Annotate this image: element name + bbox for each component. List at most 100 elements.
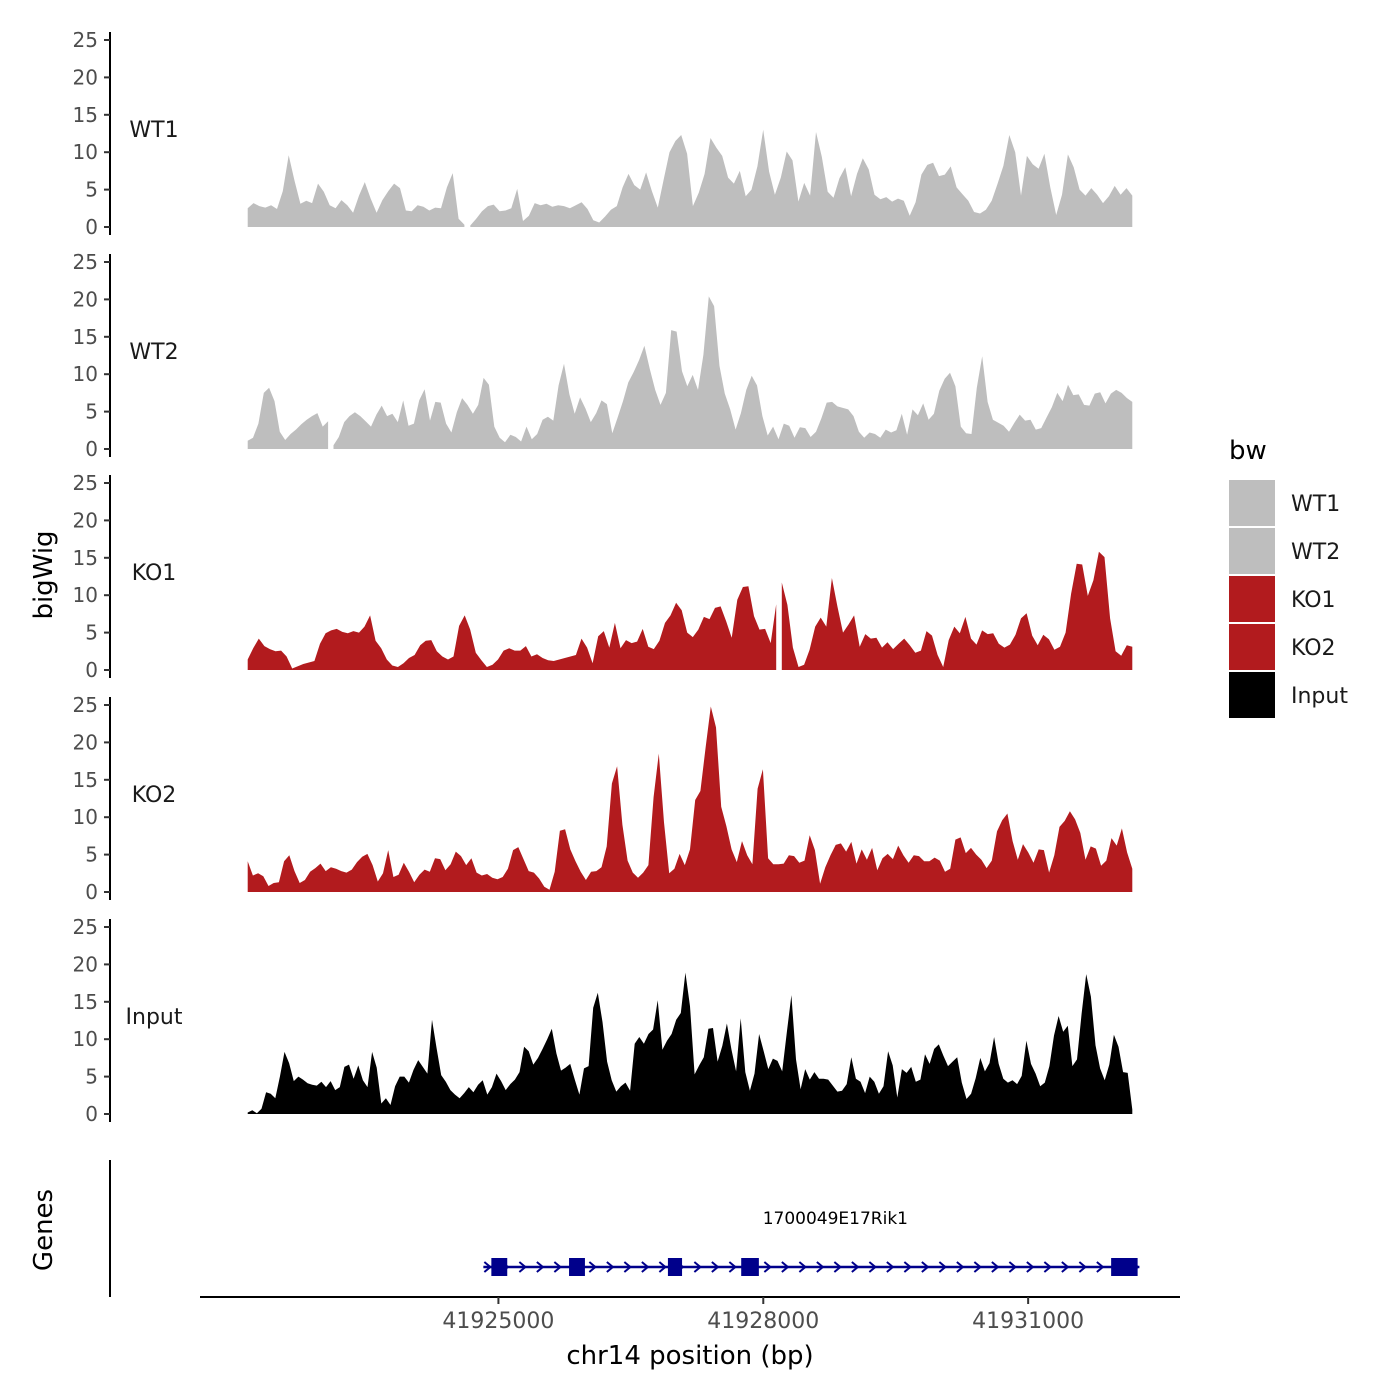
y-tick-label: 10	[73, 583, 98, 607]
strand-arrow-icon	[1061, 1261, 1070, 1273]
strand-arrow-icon	[833, 1261, 842, 1273]
y-tick-label: 0	[85, 880, 98, 904]
y-tick-label: 15	[73, 990, 98, 1014]
y-tick-label: 15	[73, 768, 98, 792]
strand-arrow-icon	[1078, 1261, 1087, 1273]
legend: bw WT1 WT2 KO1 KO2 Input	[1229, 436, 1348, 718]
strand-arrow-icon	[798, 1261, 807, 1273]
y-tick-label: 0	[85, 215, 98, 239]
gene-exon	[667, 1258, 683, 1276]
x-axis-title: chr14 position (bp)	[566, 1341, 813, 1371]
gene-layer: 41925000 41928000 41931000 1700049E17Rik1	[109, 1160, 1180, 1334]
track-label-input: Input	[126, 1005, 183, 1030]
area-wt1-part-1	[247, 155, 465, 227]
strand-arrow-icon	[658, 1261, 667, 1273]
legend-label: WT2	[1291, 540, 1340, 565]
legend-swatch	[1229, 624, 1275, 670]
strand-arrow-icon	[1026, 1261, 1035, 1273]
y-tick-label: 0	[85, 658, 98, 682]
strand-arrow-icon	[886, 1261, 895, 1273]
track-wt1: 0 5 10 15 20 25 WT1	[73, 28, 1133, 239]
y-tick-label: 10	[73, 362, 98, 386]
y-tick-label: 25	[73, 471, 98, 495]
y-tick-label: 10	[73, 140, 98, 164]
y-tick-label: 0	[85, 437, 98, 461]
gene-exon	[1111, 1258, 1138, 1276]
x-tick-label: 41928000	[707, 1309, 819, 1334]
strand-arrow-icon	[973, 1261, 982, 1273]
track-ko2: 0 5 10 15 20 25 KO2	[73, 693, 1133, 904]
y-tick-label: 0	[85, 1102, 98, 1126]
strand-arrow-icon	[868, 1261, 877, 1273]
legend-entry-ko1: KO1	[1229, 576, 1336, 622]
track-label-wt1: WT1	[129, 118, 178, 143]
y-tick-label: 20	[73, 730, 98, 754]
tracks-layer: 0510152025WT10510152025WT20510152025KO10…	[73, 28, 1133, 1126]
legend-entry-ko2: KO2	[1229, 624, 1336, 670]
y-tick-label: 25	[73, 28, 98, 52]
strand-arrow-icon	[781, 1261, 790, 1273]
legend-items: WT1 WT2 KO1 KO2 Input	[1229, 480, 1348, 718]
legend-entry-wt1: WT1	[1229, 480, 1340, 526]
legend-label: Input	[1291, 684, 1348, 709]
legend-entry-wt2: WT2	[1229, 528, 1340, 574]
y-tick-label: 5	[85, 621, 98, 645]
area-wt2-part-2	[333, 296, 1133, 449]
strand-arrow-icon	[921, 1261, 930, 1273]
strand-arrow-icon	[536, 1261, 545, 1273]
y-tick-label: 20	[73, 952, 98, 976]
y-tick-label: 10	[73, 805, 98, 829]
area-input	[247, 972, 1133, 1114]
strand-arrow-icon	[606, 1261, 615, 1273]
strand-arrow-icon	[553, 1261, 562, 1273]
strand-arrow-icon	[1096, 1261, 1105, 1273]
x-tick-label: 41925000	[442, 1309, 554, 1334]
y-tick-label: 25	[73, 915, 98, 939]
strand-arrow-icon	[728, 1261, 737, 1273]
track-label-ko1: KO1	[132, 561, 177, 586]
legend-label: KO2	[1291, 636, 1336, 661]
y-tick-label: 10	[73, 1027, 98, 1051]
y-tick-label: 15	[73, 103, 98, 127]
gene-exon	[491, 1258, 508, 1276]
legend-title: bw	[1229, 436, 1267, 466]
gene-exon	[741, 1258, 759, 1276]
strand-arrow-icon	[956, 1261, 965, 1273]
legend-entry-input: Input	[1229, 672, 1348, 718]
strand-arrow-icon	[623, 1261, 632, 1273]
strand-arrow-icon	[1008, 1261, 1017, 1273]
legend-swatch	[1229, 672, 1275, 718]
y-tick-label: 20	[73, 508, 98, 532]
strand-arrow-icon	[938, 1261, 947, 1273]
genes-panel-title: Genes	[29, 1189, 59, 1271]
strand-arrow-icon	[1043, 1261, 1052, 1273]
y-tick-label: 5	[85, 400, 98, 424]
legend-swatch	[1229, 480, 1275, 526]
legend-label: WT1	[1291, 492, 1340, 517]
area-ko1-part-2	[781, 551, 1133, 670]
strand-arrow-icon	[693, 1261, 702, 1273]
y-tick-label: 15	[73, 325, 98, 349]
y-tick-label: 5	[85, 1065, 98, 1089]
y-tick-label: 20	[73, 65, 98, 89]
legend-swatch	[1229, 576, 1275, 622]
y-tick-label: 5	[85, 178, 98, 202]
y-tick-label: 25	[73, 693, 98, 717]
track-label-wt2: WT2	[129, 340, 178, 365]
strand-arrow-icon	[991, 1261, 1000, 1273]
strand-arrow-icon	[711, 1261, 720, 1273]
x-tick-label: 41931000	[972, 1309, 1084, 1334]
area-wt2-part-1	[247, 387, 329, 449]
y-axis-title: bigWig	[29, 530, 59, 619]
strand-arrow-icon	[851, 1261, 860, 1273]
area-wt1-part-2	[470, 129, 1133, 227]
y-tick-label: 15	[73, 546, 98, 570]
y-tick-label: 20	[73, 287, 98, 311]
legend-swatch	[1229, 528, 1275, 574]
area-ko2	[247, 706, 1133, 892]
y-tick-label: 5	[85, 843, 98, 867]
legend-label: KO1	[1291, 588, 1336, 613]
track-ko1: 0 5 10 15 20 25 KO1	[73, 471, 1133, 682]
